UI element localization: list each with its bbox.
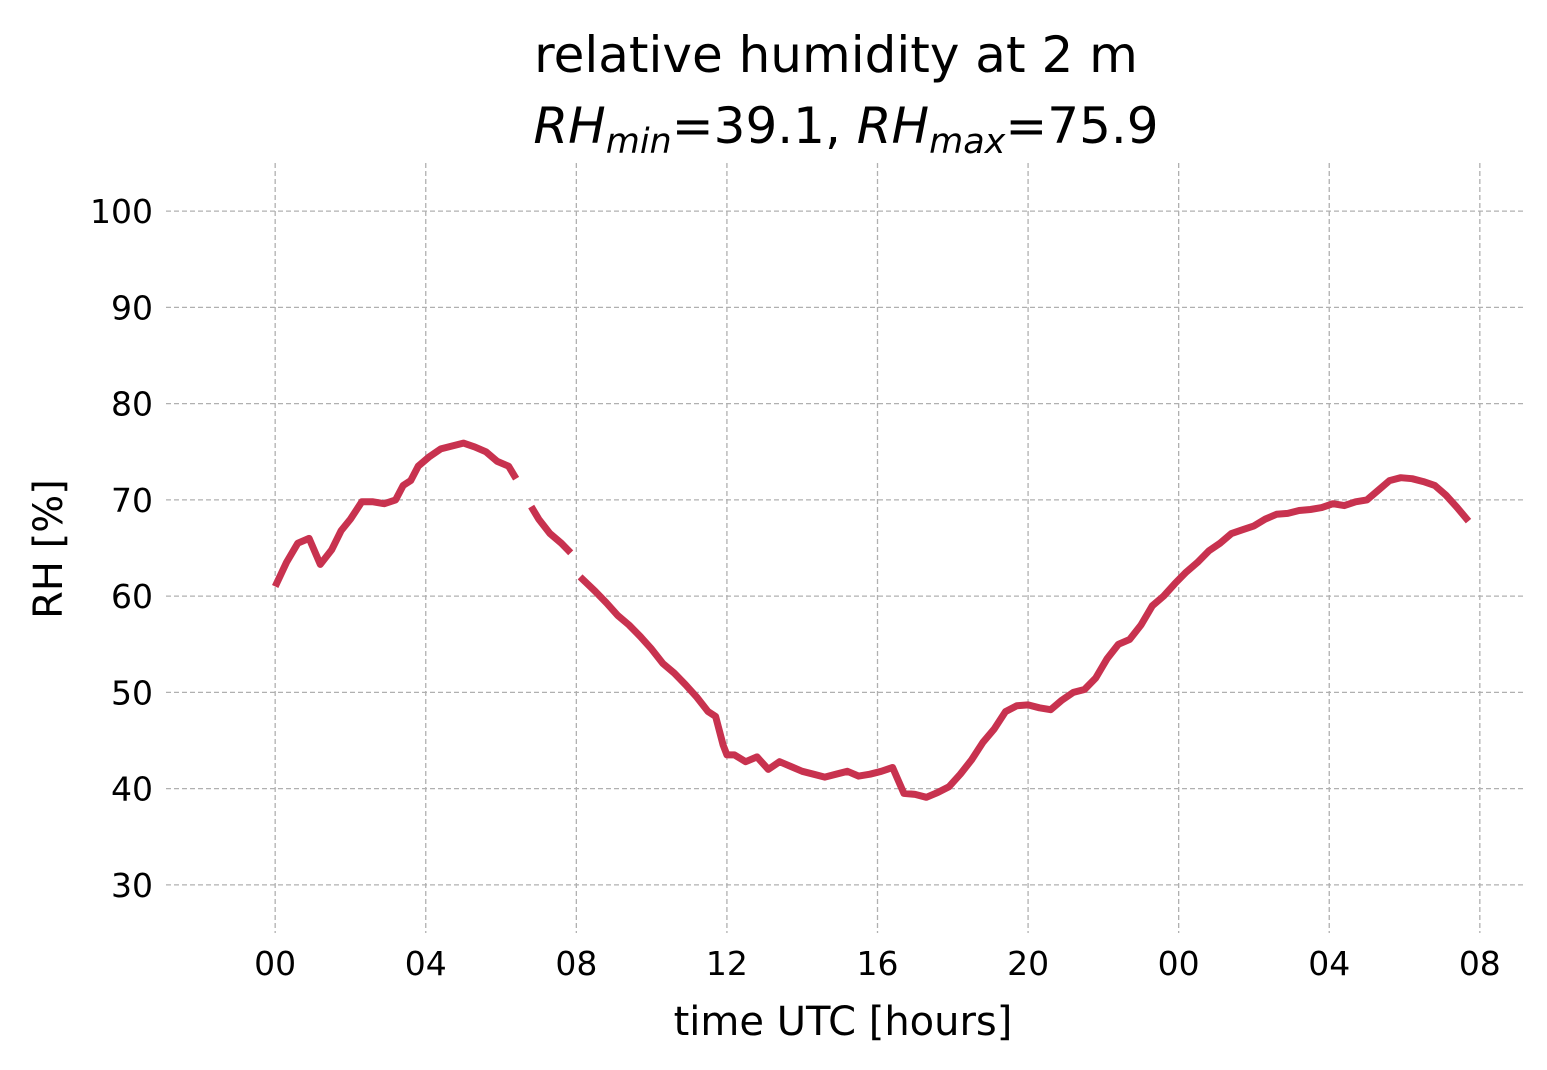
rh-series <box>275 443 1468 797</box>
y-tick-label: 60 <box>111 577 153 616</box>
y-tick-label: 40 <box>111 770 153 809</box>
x-tick-label: 00 <box>1158 944 1200 983</box>
y-axis-label: RH [%] <box>26 479 72 619</box>
chart-subtitle: RHmin=39.1, RHmax=75.9 <box>533 97 1158 162</box>
x-tick-label: 08 <box>1459 944 1501 983</box>
y-tick-label: 80 <box>111 385 153 424</box>
x-tick-label: 20 <box>1007 944 1049 983</box>
x-tick-label: 12 <box>706 944 748 983</box>
subtitle-min-subscript: min <box>606 122 672 162</box>
subtitle-max-value: =75.9 <box>1005 97 1158 155</box>
subtitle-max-subscript: max <box>929 122 1006 162</box>
y-tick-label: 70 <box>111 481 153 520</box>
x-tick-labels: 00 04 08 12 16 20 00 04 08 <box>254 944 1501 983</box>
subtitle-max-symbol: RH <box>857 97 929 155</box>
y-gridlines <box>166 211 1525 885</box>
y-tick-label: 50 <box>111 673 153 712</box>
chart-title: relative humidity at 2 m <box>534 26 1138 84</box>
x-tick-label: 08 <box>555 944 597 983</box>
rh-line-segment <box>275 443 516 586</box>
x-gridlines <box>275 163 1480 933</box>
y-tick-label: 100 <box>90 192 153 231</box>
x-tick-label: 04 <box>1308 944 1350 983</box>
x-tick-label: 00 <box>254 944 296 983</box>
subtitle-min-value: =39.1, <box>672 97 857 155</box>
y-tick-labels: 30 40 50 60 70 80 90 100 <box>90 192 153 905</box>
x-tick-label: 04 <box>405 944 447 983</box>
y-tick-label: 30 <box>111 866 153 905</box>
x-tick-label: 16 <box>856 944 898 983</box>
rh-line-segment <box>531 507 571 553</box>
y-tick-label: 90 <box>111 288 153 327</box>
subtitle-min-symbol: RH <box>533 97 605 155</box>
rh-line-segment <box>580 478 1468 798</box>
x-axis-label: time UTC [hours] <box>674 999 1013 1045</box>
